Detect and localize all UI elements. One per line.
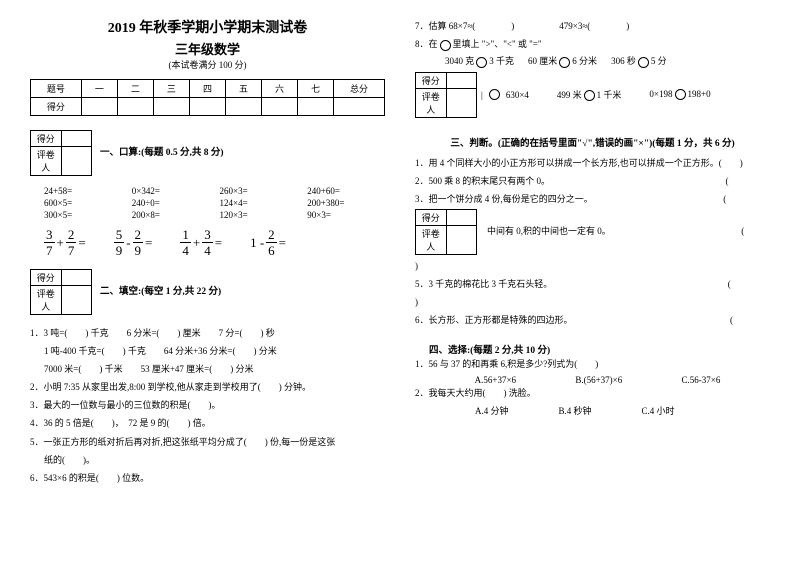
frac-expr: 14 + 34= — [180, 228, 222, 257]
q2-7: 7．估算 68×7≈( ) 479×3≈( ) — [415, 18, 770, 35]
score-box: 得分 评卷人 — [30, 130, 92, 176]
hdr: 六 — [262, 80, 298, 98]
section-4-title: 四、选择:(每题 2 分,共 10 分) — [415, 342, 770, 356]
section-2-header: 得分 评卷人 二、填空:(每空 1 分,共 22 分) — [30, 269, 385, 319]
q2-5: 5．一张正方形的纸对折后再对折,把这张纸平均分成了( ) 份,每一份是这张 — [30, 434, 385, 451]
exam-title: 2019 年秋季学期小学期末测试卷 — [30, 18, 385, 39]
calc: 120×3= — [220, 210, 298, 220]
calc: 600×5= — [44, 198, 122, 208]
calc: 124×4= — [220, 198, 298, 208]
calc: 0×342= — [132, 186, 210, 196]
section-1-header: 得分 评卷人 一、口算:(每题 0.5 分,共 8 分) — [30, 130, 385, 180]
hdr: 总分 — [334, 80, 385, 98]
q3-4: 中间有 0,积的中间也一定有 0。 ( — [481, 223, 744, 240]
hdr: 二 — [117, 80, 153, 98]
exam-note: (本试卷满分 100 分) — [30, 58, 385, 71]
compare-row-2: 得分 评卷人 |630×4 499 米1 千米 0×198198+0 — [415, 72, 770, 118]
hdr: 七 — [298, 80, 334, 98]
circle-icon — [638, 57, 649, 68]
fraction-row: 37 + 27= 59 - 29= 14 + 34= 1 - 26= — [30, 228, 385, 257]
calc: 24+58= — [44, 186, 122, 196]
circle-icon — [440, 40, 451, 51]
q3-4b: ) — [415, 258, 770, 275]
calc: 260×3= — [220, 186, 298, 196]
right-column: 7．估算 68×7≈( ) 479×3≈( ) 8．在里填上 ">"、"<" 或… — [415, 18, 770, 488]
q4-2-choices: A.4 分钟 B.4 秒钟 C.4 小时 — [415, 404, 770, 417]
q2-8: 8．在里填上 ">"、"<" 或 "=" — [415, 36, 770, 53]
main-score-table: 题号 一 二 三 四 五 六 七 总分 得分 — [30, 79, 385, 116]
exam-subtitle: 三年级数学 — [30, 39, 385, 58]
q2-3: 3．最大的一位数与最小的三位数的积是( )。 — [30, 397, 385, 414]
q2-4: 4．36 的 5 倍是( )， 72 是 9 的( ) 倍。 — [30, 415, 385, 432]
section-3-title: 三、判断。(正确的在括号里面"√",错误的画"×")(每题 1 分，共 6 分) — [415, 135, 770, 149]
q3-2: 2．500 乘 8 的积末尾只有两个 0。 ( — [415, 173, 770, 190]
q2-1: 1．3 吨=( ) 千克 6 分米=( ) 厘米 7 分=( ) 秒 — [30, 325, 385, 342]
q3-1: 1．用 4 个同样大小的小正方形可以拼成一个长方形,也可以拼成一个正方形。( ) — [415, 155, 770, 172]
q2-6: 6．543×6 的积是( ) 位数。 — [30, 470, 385, 487]
circle-icon — [489, 89, 500, 100]
circle-icon — [559, 57, 570, 68]
q3-5: 5．3 千克的棉花比 3 千克石头轻。 ( — [415, 276, 770, 293]
q3-6: 6．长方形、正方形都是特殊的四边形。 ( — [415, 312, 770, 329]
score-box: 得分 评卷人 — [415, 209, 477, 255]
frac-expr: 37 + 27= — [44, 228, 86, 257]
q4-1: 1．56 与 37 的和再乘 6,积是多少?列式为( ) — [415, 356, 770, 373]
frac-expr: 59 - 29= — [114, 228, 153, 257]
calc: 240÷0= — [132, 198, 210, 208]
q4-2: 2．我每天大约用( ) 洗脸。 — [415, 385, 770, 402]
q4-1-choices: A.56+37×6 B.(56+37)×6 C.56-37×6 — [415, 375, 770, 385]
q2-1b: 1 吨-400 千克=( ) 千克 64 分米+36 分米=( ) 分米 — [30, 343, 385, 360]
compare-row-1: 3040 克3 千克 60 厘米6 分米 306 秒5 分 — [415, 54, 770, 67]
score-box: 得分 评卷人 — [30, 269, 92, 315]
calc: 90×3= — [307, 210, 385, 220]
calc: 200×8= — [132, 210, 210, 220]
hdr: 五 — [225, 80, 261, 98]
hdr: 题号 — [31, 80, 82, 98]
score-box: 得分 评卷人 — [415, 72, 477, 118]
section-2-title: 二、填空:(每空 1 分,共 22 分) — [100, 269, 221, 297]
hdr: 四 — [189, 80, 225, 98]
q3-3: 3．把一个饼分成 4 份,每份是它的四分之一。 ( — [415, 191, 770, 208]
circle-icon — [476, 57, 487, 68]
q2-5b: 纸的( )。 — [30, 452, 385, 469]
q3-5b: ) — [415, 294, 770, 311]
q2-2: 2．小明 7:35 从家里出发,8:00 到学校,他从家走到学校用了( ) 分钟… — [30, 379, 385, 396]
left-column: 2019 年秋季学期小学期末测试卷 三年级数学 (本试卷满分 100 分) 题号… — [30, 18, 385, 488]
section-1-title: 一、口算:(每题 0.5 分,共 8 分) — [100, 130, 224, 158]
circle-icon — [675, 89, 686, 100]
calc: 240+60= — [307, 186, 385, 196]
hdr: 一 — [81, 80, 117, 98]
calc: 200+380= — [307, 198, 385, 208]
q2-1c: 7000 米=( ) 千米 53 厘米+47 厘米=( ) 分米 — [30, 361, 385, 378]
exam-page: 2019 年秋季学期小学期末测试卷 三年级数学 (本试卷满分 100 分) 题号… — [30, 18, 770, 488]
row-label: 得分 — [31, 98, 82, 116]
calc-grid: 24+58= 0×342= 260×3= 240+60= 600×5= 240÷… — [30, 186, 385, 220]
calc: 300×5= — [44, 210, 122, 220]
q3-4-row: 得分 评卷人 中间有 0,积的中间也一定有 0。 ( — [415, 209, 770, 255]
hdr: 三 — [153, 80, 189, 98]
circle-icon — [584, 90, 595, 101]
frac-expr: 1 - 26= — [250, 228, 286, 257]
